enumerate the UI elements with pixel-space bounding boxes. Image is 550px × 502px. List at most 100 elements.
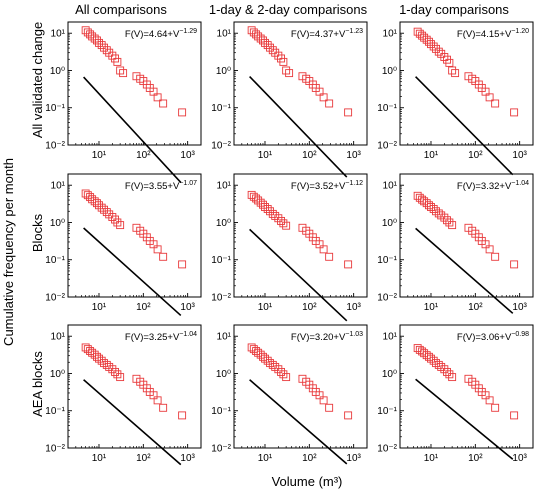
y-tick-label: 10⁰ (50, 218, 65, 229)
data-point (108, 365, 117, 374)
data-point (510, 411, 519, 420)
data-point (254, 196, 263, 205)
axes-frame (399, 324, 534, 449)
data-point (108, 213, 117, 221)
data-point (108, 51, 117, 60)
fit-line (249, 379, 348, 465)
x-tick-label: 10² (136, 302, 151, 313)
data-point (178, 260, 187, 269)
data-point (413, 27, 422, 36)
data-point (274, 214, 283, 223)
y-tick-label: 10⁰ (382, 66, 397, 77)
x-tick-label: 10² (468, 453, 483, 464)
data-point (510, 260, 519, 269)
data-point (159, 99, 168, 108)
data-point (178, 411, 187, 420)
y-tick-label: 10¹ (217, 332, 232, 343)
data-point (315, 87, 324, 96)
data-point (418, 31, 427, 40)
panel-2-1: 10¹ 10² 10³ 10⁻² 10⁻¹ 10⁰ 10¹ F(V)=3.20+V−1.03 (211, 324, 368, 465)
x-tick-label: 10² (136, 150, 151, 161)
data-point (344, 411, 353, 420)
data-point (440, 53, 449, 61)
x-tick-label: 10¹ (258, 150, 273, 161)
y-tick-label: 10¹ (51, 181, 66, 192)
data-point (434, 209, 443, 218)
y-tick-label: 10⁻¹ (45, 406, 65, 417)
x-tick-label: 10³ (512, 453, 527, 464)
data-point (113, 218, 122, 227)
col-title-2: 1-day comparisons (399, 2, 509, 17)
data-point (282, 66, 291, 75)
fit-line (83, 76, 182, 183)
data-point (481, 240, 490, 249)
fit-line (249, 228, 348, 322)
data-point (420, 33, 429, 42)
data-point (90, 350, 99, 359)
y-tick-label: 10⁻¹ (45, 255, 65, 266)
y-tick-label: 10⁻² (377, 444, 397, 455)
x-tick-label: 10² (468, 302, 483, 313)
data-point (491, 99, 500, 108)
data-point (491, 252, 500, 261)
data-point (443, 216, 451, 225)
data-point (266, 43, 274, 52)
data-point (451, 69, 460, 78)
y-tick-label: 10⁻¹ (211, 406, 231, 417)
y-tick-label: 10¹ (217, 181, 232, 192)
y-tick-label: 10⁻² (45, 293, 65, 304)
data-point (88, 348, 97, 357)
data-point (510, 108, 519, 117)
data-point (325, 403, 334, 412)
figure-xlabel: Volume (m³) (272, 474, 343, 489)
x-tick-label: 10² (136, 453, 151, 464)
data-point (86, 193, 95, 202)
x-tick-label: 10¹ (424, 302, 439, 313)
col-title-1: 1-day & 2-day comparisons (209, 2, 368, 17)
data-point (263, 41, 272, 50)
fit-annotation: F(V)=3.25+V−1.04 (125, 331, 197, 343)
y-tick-label: 10¹ (383, 332, 398, 343)
data-point (263, 205, 272, 213)
data-point (95, 201, 103, 210)
x-tick-label: 10¹ (92, 302, 107, 313)
data-point (319, 93, 328, 102)
data-point (86, 30, 95, 39)
axes-frame (67, 21, 202, 146)
data-point (111, 367, 119, 376)
data-point (252, 194, 261, 203)
col-title-0: All comparisons (75, 2, 167, 17)
data-point (159, 252, 168, 261)
data-point (266, 207, 274, 216)
data-point (491, 403, 500, 412)
data-point (261, 38, 269, 47)
data-point (485, 93, 494, 102)
data-point (429, 356, 438, 365)
x-tick-label: 10¹ (424, 453, 439, 464)
data-point (277, 216, 285, 225)
fit-annotation: F(V)=3.20+V−1.03 (291, 331, 363, 343)
data-point (277, 367, 285, 376)
data-point (279, 370, 288, 379)
y-tick-label: 10⁻² (211, 444, 231, 455)
fit-line (415, 76, 514, 176)
data-point (100, 43, 108, 52)
fit-line (415, 378, 514, 460)
data-point (285, 69, 294, 78)
data-point (344, 108, 353, 117)
fit-annotation: F(V)=3.32+V−1.04 (457, 180, 529, 192)
panel-0-1: 10¹ 10² 10³ 10⁻² 10⁻¹ 10⁰ 10¹ F(V)=4.37+V−1.23 (211, 21, 368, 178)
data-point (485, 245, 494, 254)
axes-frame (233, 21, 368, 146)
data-point (261, 354, 269, 363)
data-point (256, 350, 265, 359)
x-tick-label: 10³ (180, 302, 195, 313)
data-point (274, 365, 283, 374)
data-point (432, 44, 440, 53)
data-point (153, 245, 162, 254)
x-tick-label: 10² (468, 150, 483, 161)
fit-line (249, 75, 348, 178)
data-point (93, 199, 101, 208)
x-tick-label: 10² (302, 150, 317, 161)
data-point (254, 348, 263, 357)
